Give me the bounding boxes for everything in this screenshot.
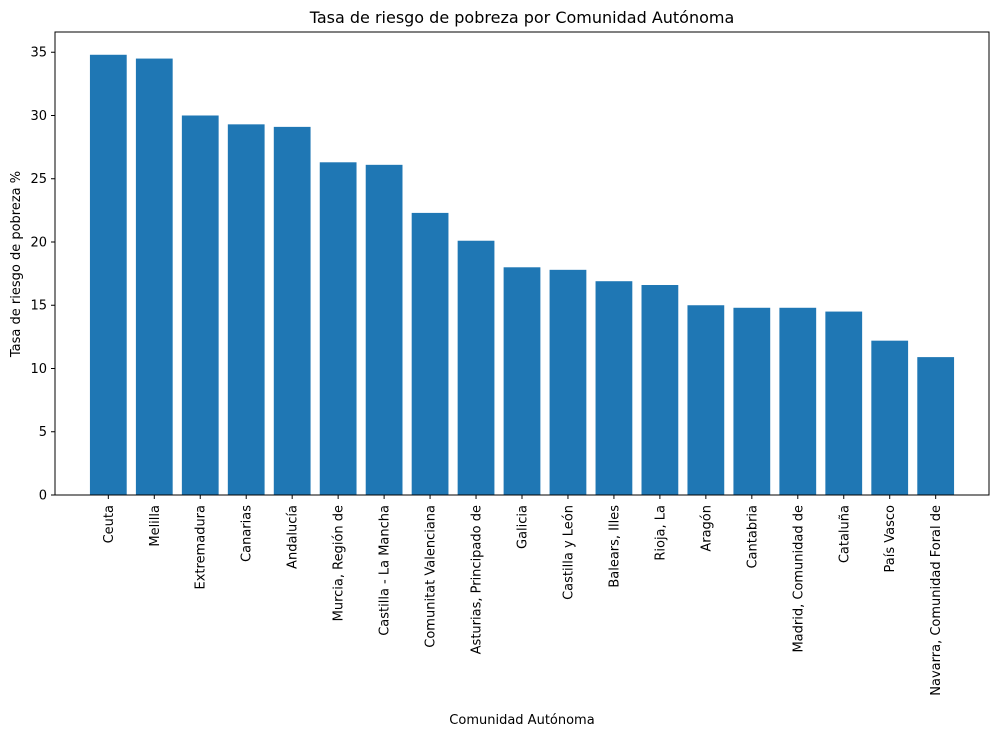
bars-group [89,54,955,496]
chart-title: Tasa de riesgo de pobreza por Comunidad … [309,8,735,27]
y-axis: 0 5 10 15 20 25 30 35 [30,46,55,504]
bar-7 [411,212,449,495]
y-axis-label: Tasa de riesgo de pobreza % [9,171,24,358]
bar-5 [319,162,357,495]
x-tick-label: Canarias [240,505,255,562]
y-tick-label: 0 [39,489,47,504]
x-tick-label: Aragón [699,505,714,552]
bar-18 [917,357,955,495]
x-axis-label: Comunidad Autónoma [449,713,594,728]
y-tick-label: 25 [30,172,47,187]
bar-9 [503,267,541,495]
bar-14 [733,307,771,495]
bar-13 [687,305,725,495]
x-tick-label: Andalucía [286,505,301,569]
x-tick-label: Ceuta [102,505,117,543]
x-tick-label: Melilla [148,505,163,547]
bar-1 [135,58,173,495]
y-tick-label: 15 [30,299,47,314]
x-tick-label: Castilla - La Mancha [378,505,393,636]
x-tick-label: Extremadura [194,505,209,590]
bar-11 [595,281,633,495]
x-axis: Ceuta Melilla Extremadura Canarias Andalucía… [102,495,944,696]
x-tick-label: Balears, Illes [607,505,622,588]
x-tick-label: País Vasco [883,505,898,573]
x-tick-label: Comunitat Valenciana [424,505,439,648]
y-tick-label: 35 [30,46,47,61]
bar-12 [641,285,679,495]
bar-8 [457,240,495,495]
bar-10 [549,269,587,495]
x-tick-label: Murcia, Región de [332,505,347,621]
y-tick-label: 10 [30,362,47,377]
x-tick-label: Navarra, Comunidad Foral de [929,505,944,696]
x-tick-label: Asturias, Principado de [470,505,485,654]
x-tick-label: Madrid, Comunidad de [791,505,806,653]
bar-2 [181,115,219,495]
x-tick-label: Galicia [516,505,531,549]
bar-3 [227,124,265,496]
x-tick-label: Rioja, La [653,505,668,561]
y-tick-label: 20 [30,235,47,250]
bar-6 [365,164,403,495]
x-tick-label: Cantabria [745,505,760,569]
plot-frame [54,31,990,496]
y-tick-label: 5 [39,425,47,440]
bar-4 [273,126,311,496]
bar-0 [89,54,127,495]
y-tick-label: 30 [30,109,47,124]
bar-15 [779,307,817,495]
x-tick-label: Cataluña [837,505,852,563]
bar-16 [825,311,863,495]
x-tick-label: Castilla y León [561,505,576,600]
bar-17 [871,340,909,495]
